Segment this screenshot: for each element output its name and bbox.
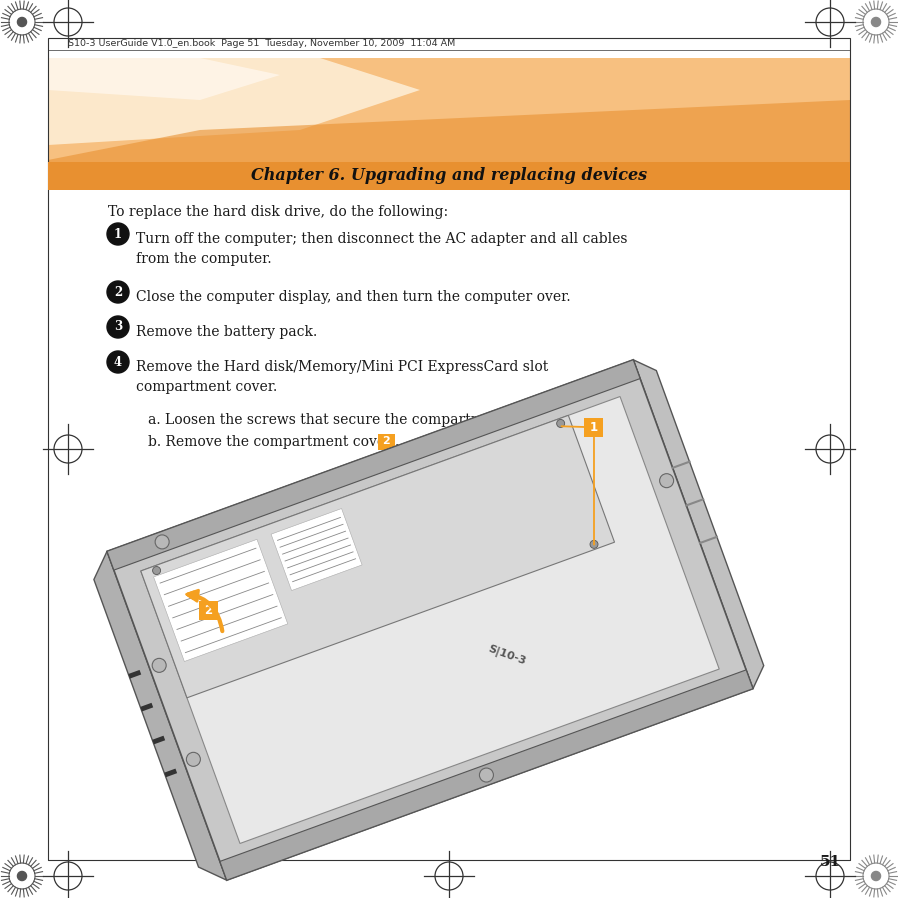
Polygon shape — [271, 508, 362, 591]
Bar — [48, 185, 850, 860]
Polygon shape — [48, 100, 850, 185]
Bar — [48, 162, 850, 190]
Text: To replace the hard disk drive, do the following:: To replace the hard disk drive, do the f… — [108, 205, 448, 219]
Text: .: . — [552, 413, 556, 427]
Text: b. Remove the compartment cover: b. Remove the compartment cover — [148, 435, 396, 449]
Circle shape — [871, 871, 881, 881]
Text: 2: 2 — [204, 603, 212, 617]
Circle shape — [480, 768, 493, 782]
Circle shape — [107, 316, 129, 338]
Circle shape — [153, 567, 161, 575]
Polygon shape — [48, 58, 280, 100]
Circle shape — [187, 753, 200, 766]
Circle shape — [590, 541, 598, 549]
Polygon shape — [48, 58, 420, 145]
Text: 1: 1 — [590, 421, 598, 434]
FancyBboxPatch shape — [377, 434, 394, 450]
Polygon shape — [107, 360, 753, 880]
Text: 1: 1 — [539, 415, 547, 425]
Text: Turn off the computer; then disconnect the AC adapter and all cables
from the co: Turn off the computer; then disconnect t… — [136, 232, 628, 266]
Polygon shape — [633, 360, 763, 689]
Text: 1: 1 — [114, 227, 122, 241]
Text: Chapter 6. Upgrading and replacing devices: Chapter 6. Upgrading and replacing devic… — [251, 168, 647, 184]
Polygon shape — [141, 416, 614, 698]
FancyBboxPatch shape — [198, 601, 218, 620]
Circle shape — [871, 17, 881, 27]
Text: S|10-3: S|10-3 — [487, 644, 527, 668]
FancyBboxPatch shape — [534, 411, 551, 427]
FancyBboxPatch shape — [585, 418, 603, 436]
Polygon shape — [220, 670, 753, 880]
Circle shape — [557, 419, 565, 427]
Text: 51: 51 — [820, 855, 841, 869]
Circle shape — [107, 223, 129, 245]
Text: Close the computer display, and then turn the computer over.: Close the computer display, and then tur… — [136, 290, 570, 304]
Polygon shape — [107, 360, 640, 570]
Circle shape — [107, 351, 129, 373]
Text: S10-3 UserGuide V1.0_en.book  Page 51  Tuesday, November 10, 2009  11:04 AM: S10-3 UserGuide V1.0_en.book Page 51 Tue… — [68, 40, 455, 48]
Text: 4: 4 — [114, 356, 122, 368]
Text: 2: 2 — [114, 286, 122, 298]
Text: 3: 3 — [114, 321, 122, 333]
Polygon shape — [141, 397, 719, 843]
Circle shape — [155, 535, 169, 549]
Circle shape — [107, 281, 129, 303]
Text: Remove the Hard disk/Memory/Mini PCI ExpressCard slot
compartment cover.: Remove the Hard disk/Memory/Mini PCI Exp… — [136, 360, 549, 393]
Text: .: . — [395, 435, 400, 449]
Bar — [48, 38, 850, 860]
Circle shape — [152, 658, 166, 673]
Text: Remove the battery pack.: Remove the battery pack. — [136, 325, 317, 339]
Text: 2: 2 — [383, 436, 390, 446]
Circle shape — [660, 473, 674, 488]
Text: a. Loosen the screws that secure the compartment cover: a. Loosen the screws that secure the com… — [148, 413, 555, 427]
Polygon shape — [94, 551, 226, 880]
Circle shape — [17, 871, 27, 881]
Polygon shape — [48, 58, 850, 185]
Polygon shape — [154, 540, 287, 662]
Circle shape — [17, 17, 27, 27]
